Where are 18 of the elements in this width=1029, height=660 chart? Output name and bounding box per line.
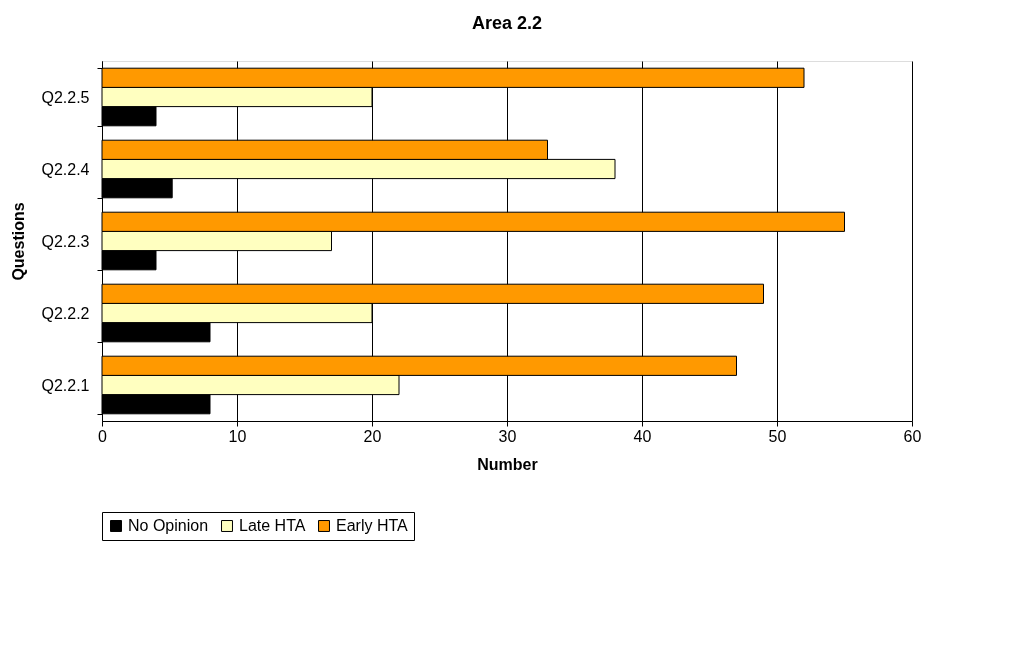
- x-tick-label: 0: [98, 427, 108, 445]
- x-tick-label: 10: [228, 427, 247, 445]
- y-tick-label: Q2.2.3: [41, 232, 90, 250]
- y-tick-label: Q2.2.4: [41, 160, 90, 178]
- legend-label: Late HTA: [239, 517, 306, 534]
- chart-title: Area 2.2: [471, 13, 543, 33]
- x-axis-title: Number: [477, 455, 538, 473]
- x-tick-label: 30: [498, 427, 517, 445]
- x-tick-label: 50: [768, 427, 787, 445]
- y-tick-label: Q2.2.5: [41, 88, 90, 106]
- y-tick-label: Q2.2.2: [41, 304, 90, 322]
- legend-label: No Opinion: [128, 517, 209, 534]
- x-tick-label: 20: [363, 427, 382, 445]
- x-tick-label: 40: [633, 427, 652, 445]
- legend-label: Early HTA: [336, 517, 409, 534]
- x-tick-label: 60: [903, 427, 922, 445]
- y-tick-label: Q2.2.1: [41, 376, 90, 394]
- y-axis-title: Questions: [10, 202, 28, 281]
